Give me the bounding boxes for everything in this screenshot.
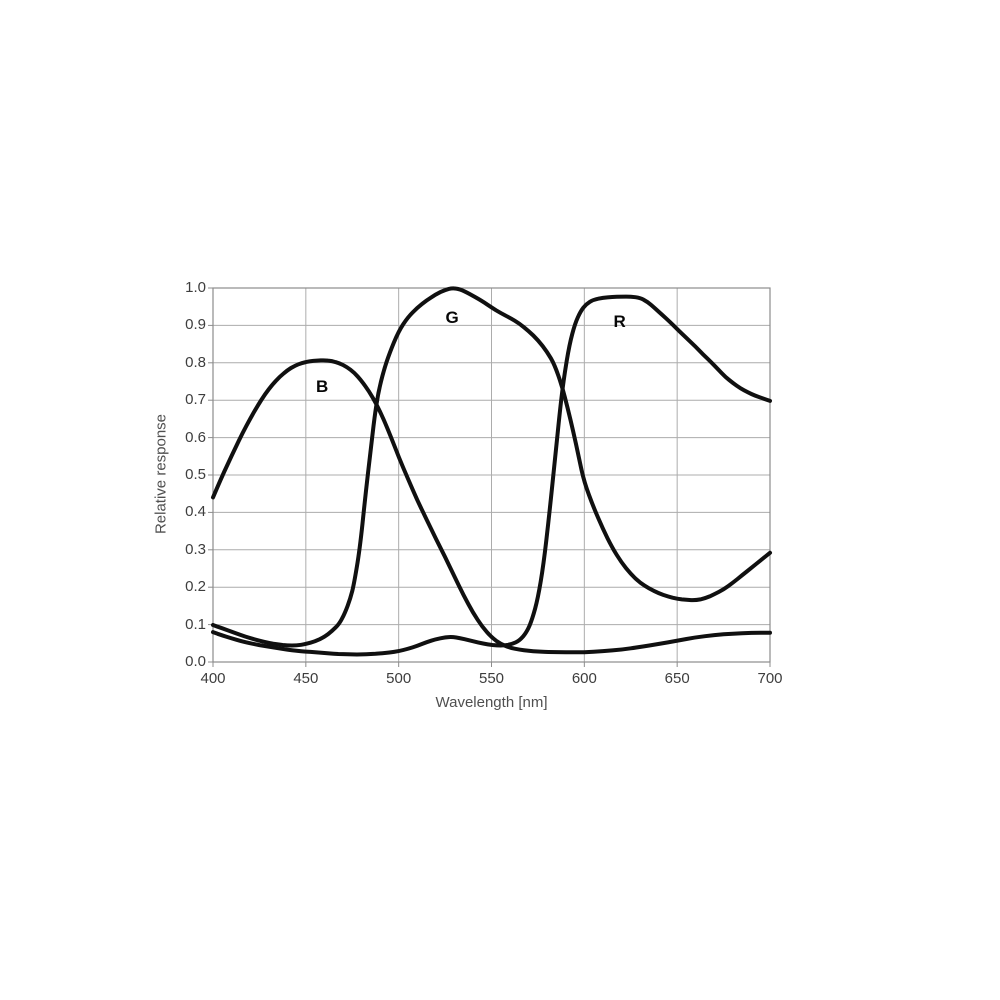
y-tick-label: 0.2 [185,578,206,596]
y-tick-label: 0.0 [185,653,206,670]
curve-b [211,358,772,655]
curve-r [211,294,772,657]
curve-label-r: R [613,312,626,332]
gridlines [213,288,770,662]
plot-frame [212,287,771,663]
response-curves [211,286,772,657]
y-tick-label: 0.4 [185,503,206,521]
x-tick-label: 550 [478,670,505,687]
x-tick-label: 650 [664,670,690,687]
x-tick-label: 600 [571,670,597,687]
y-tick-label: 1.0 [185,279,206,296]
axis-tick-marks [208,287,771,667]
curve-label-b: B [316,377,329,397]
x-tick-label: 400 [200,670,226,687]
x-tick-label: 700 [757,670,783,687]
curve-g [211,286,772,648]
x-tick-label: 450 [293,670,319,687]
y-axis-title: Relative response [152,413,170,535]
x-axis-title: Wavelength [nm] [435,694,548,711]
y-tick-label: 0.3 [185,540,206,558]
x-tick-label: 500 [386,670,412,687]
y-tick-label: 0.5 [185,466,206,483]
y-tick-label: 0.9 [185,316,206,334]
y-tick-label: 0.7 [185,391,206,409]
y-tick-label: 0.1 [185,615,206,633]
y-tick-label: 0.6 [185,428,206,446]
curve-label-g: G [445,307,459,327]
y-tick-label: 0.8 [185,353,206,371]
